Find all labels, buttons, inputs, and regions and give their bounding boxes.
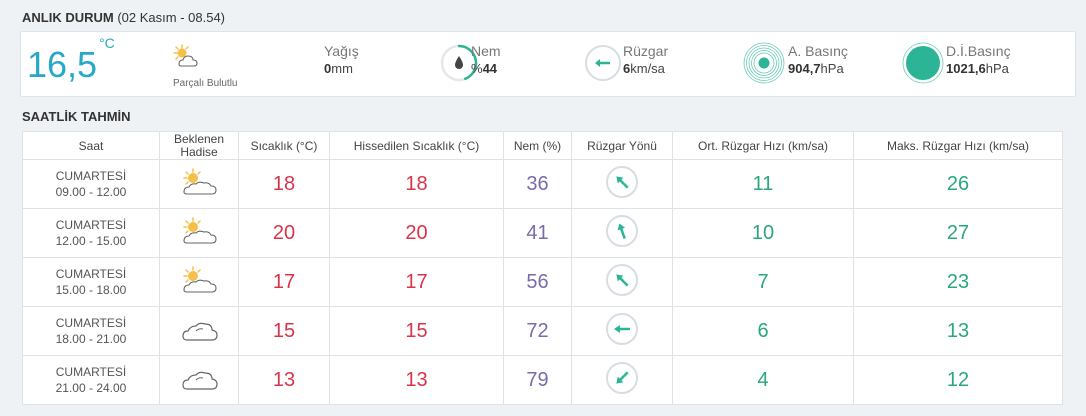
temperature-value: 16,5: [27, 44, 98, 85]
header-wind-avg: Ort. Rüzgar Hızı (km/sa): [672, 131, 854, 160]
table-row: CUMARTESİ 21.00 - 24.00 13 13 79 4 12: [22, 355, 1063, 405]
hourly-forecast-table: Saat Beklenen Hadise Sıcaklık (°C) Hissed…: [22, 131, 1063, 405]
time-cell: CUMARTESİ 18.00 - 21.00: [22, 306, 160, 356]
humidity-cell: 72: [503, 306, 572, 356]
time-cell: CUMARTESİ 12.00 - 15.00: [22, 208, 160, 258]
wind-dir-cell: [571, 257, 673, 307]
humidity-cell: 79: [503, 355, 572, 405]
wind-avg-cell: 11: [672, 159, 854, 209]
cloudy-icon: [179, 371, 219, 397]
humidity-cell: 36: [503, 159, 572, 209]
temp-cell: 17: [238, 257, 330, 307]
header-feels: Hissedilen Sıcaklık (°C): [329, 131, 504, 160]
condition-label: Parçalı Bulutlu: [173, 78, 238, 89]
header-wind-max: Maks. Rüzgar Hızı (km/sa): [853, 131, 1063, 160]
wind-stat: Rüzgar 6km/sa: [623, 43, 668, 76]
pressure-value: 904,7hPa: [788, 61, 844, 76]
expected-cell: [159, 355, 239, 405]
partly-cloudy-icon: [171, 43, 201, 74]
wind-dir-cell: [571, 159, 673, 209]
humidity-value: %44: [471, 61, 498, 76]
wind-max-cell: 26: [853, 159, 1063, 209]
humidity-cell: 41: [503, 208, 572, 258]
precipitation-stat: Yağış 0mm: [324, 43, 359, 76]
wind-max-cell: 12: [853, 355, 1063, 405]
expected-cell: [159, 306, 239, 356]
wind-value: 6km/sa: [623, 61, 665, 76]
current-temperature: 16,5°C: [27, 35, 115, 86]
wind-avg-cell: 4: [672, 355, 854, 405]
wind-arrow-icon: [604, 214, 640, 253]
humidity-gauge-icon: [439, 43, 479, 88]
time-cell: CUMARTESİ 09.00 - 12.00: [22, 159, 160, 209]
humidity-stat: Nem %44: [471, 43, 501, 76]
header-wind-dir: Rüzgar Yönü: [571, 131, 673, 160]
wind-avg-cell: 10: [672, 208, 854, 258]
wind-arrow-icon: [604, 361, 640, 400]
precipitation-value: 0mm: [324, 61, 353, 76]
current-conditions-panel: 16,5°C Parçalı Bulutlu Yağış 0mm Nem %44: [20, 31, 1076, 97]
time-cell: CUMARTESİ 15.00 - 18.00: [22, 257, 160, 307]
wind-max-cell: 23: [853, 257, 1063, 307]
time-cell: CUMARTESİ 21.00 - 24.00: [22, 355, 160, 405]
pressure-icon: [742, 41, 786, 90]
wind-arrow-icon: [604, 165, 640, 204]
table-row: CUMARTESİ 15.00 - 18.00 17 17 56 7 23: [22, 257, 1063, 307]
temperature-unit: °C: [99, 35, 115, 51]
feels-cell: 20: [329, 208, 504, 258]
partly-cloudy-icon: [179, 167, 219, 201]
wind-dir-cell: [571, 306, 673, 356]
wind-dir-cell: [571, 355, 673, 405]
sea-level-pressure-label: D.İ.Basınç: [946, 43, 1011, 59]
temp-cell: 13: [238, 355, 330, 405]
humidity-label: Nem: [471, 43, 501, 59]
feels-cell: 15: [329, 306, 504, 356]
header-expected: Beklenen Hadise: [159, 131, 239, 160]
temp-cell: 20: [238, 208, 330, 258]
temp-cell: 18: [238, 159, 330, 209]
sea-level-pressure-icon: [901, 41, 945, 90]
temp-cell: 15: [238, 306, 330, 356]
sea-level-pressure-value: 1021,6hPa: [946, 61, 1009, 76]
feels-cell: 18: [329, 159, 504, 209]
wind-arrow-icon: [604, 263, 640, 302]
pressure-stat: A. Basınç 904,7hPa: [788, 43, 848, 76]
partly-cloudy-icon: [179, 216, 219, 250]
table-row: CUMARTESİ 18.00 - 21.00 15 15 72 6 13: [22, 306, 1063, 356]
humidity-cell: 56: [503, 257, 572, 307]
wind-avg-cell: 7: [672, 257, 854, 307]
expected-cell: [159, 208, 239, 258]
current-timestamp: (02 Kasım - 08.54): [117, 10, 225, 25]
header-humidity: Nem (%): [503, 131, 572, 160]
wind-max-cell: 13: [853, 306, 1063, 356]
wind-label: Rüzgar: [623, 43, 669, 59]
wind-max-cell: 27: [853, 208, 1063, 258]
precipitation-label: Yağış: [324, 43, 359, 59]
table-row: CUMARTESİ 12.00 - 15.00 20 20 41 10 27: [22, 208, 1063, 258]
partly-cloudy-icon: [179, 265, 219, 299]
current-title-label: ANLIK DURUM: [22, 10, 114, 25]
feels-cell: 13: [329, 355, 504, 405]
pressure-label: A. Basınç: [788, 43, 848, 59]
expected-cell: [159, 257, 239, 307]
sea-level-pressure-stat: D.İ.Basınç 1021,6hPa: [946, 43, 1011, 76]
feels-cell: 17: [329, 257, 504, 307]
wind-direction-icon: [583, 43, 623, 88]
wind-avg-cell: 6: [672, 306, 854, 356]
table-header-row: Saat Beklenen Hadise Sıcaklık (°C) Hissed…: [22, 131, 1063, 160]
header-temp: Sıcaklık (°C): [238, 131, 330, 160]
header-time: Saat: [22, 131, 160, 160]
current-title: ANLIK DURUM (02 Kasım - 08.54): [22, 10, 225, 25]
wind-dir-cell: [571, 208, 673, 258]
table-row: CUMARTESİ 09.00 - 12.00 18 18 36 11 26: [22, 159, 1063, 209]
wind-arrow-icon: [604, 312, 640, 351]
expected-cell: [159, 159, 239, 209]
hourly-title: SAATLİK TAHMİN: [22, 109, 131, 124]
cloudy-icon: [179, 322, 219, 348]
